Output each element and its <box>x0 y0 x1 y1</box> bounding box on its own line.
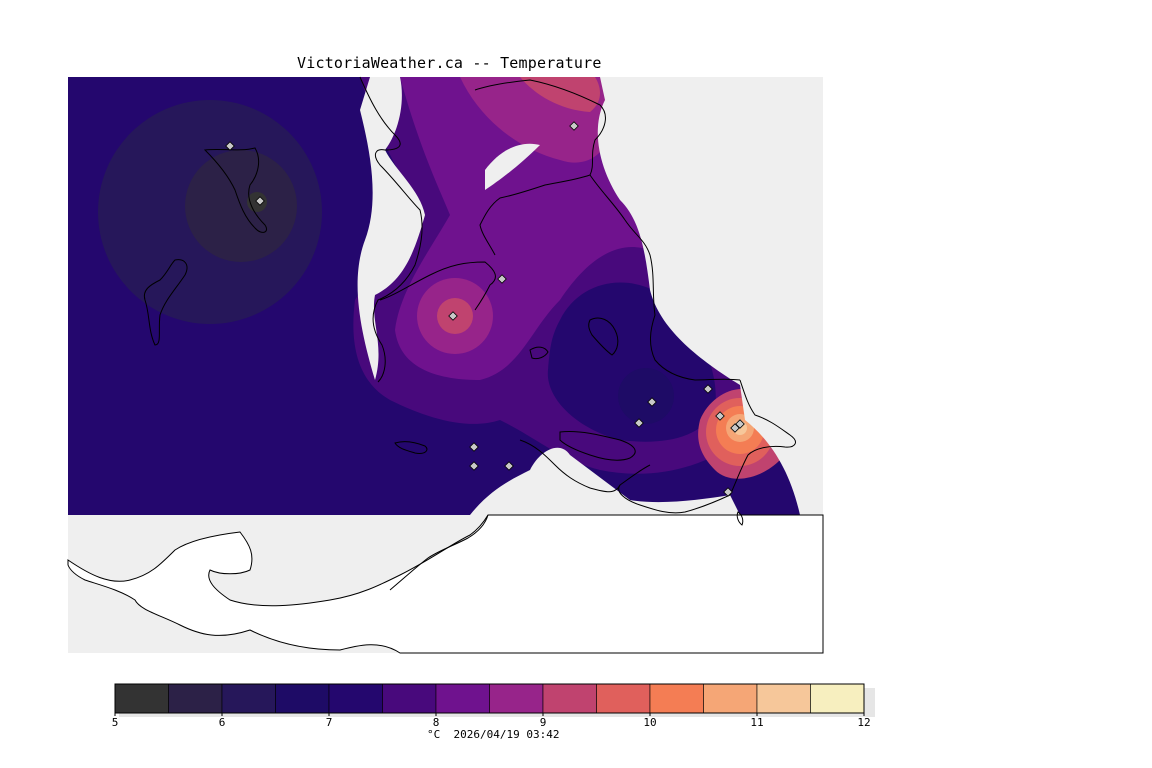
legend-tick-label: 8 <box>433 716 440 729</box>
station-marker <box>469 461 479 471</box>
station-marker <box>569 121 579 131</box>
water-masks <box>357 77 823 515</box>
legend-bin <box>221 683 276 714</box>
coastlines <box>143 76 796 591</box>
legend-bin <box>114 683 169 714</box>
legend-bin <box>703 683 758 714</box>
station-marker <box>723 487 733 497</box>
warm-cap-north <box>520 77 600 112</box>
station-marker <box>255 196 265 206</box>
legend-bin <box>275 683 330 714</box>
north-bay <box>597 77 823 515</box>
station-marker <box>715 411 725 421</box>
south-coast <box>67 514 824 654</box>
station-marker <box>225 141 235 151</box>
inner-island <box>588 317 619 356</box>
station-marker <box>735 419 745 429</box>
legend-bin <box>596 683 651 714</box>
legend-bins <box>114 683 865 714</box>
legend-bin <box>168 683 223 714</box>
legend-bin <box>435 683 490 714</box>
legend-ticks: 5 6 7 8 9 10 11 12 <box>112 713 871 729</box>
legend-bin <box>542 683 597 714</box>
south-strait <box>470 447 740 515</box>
peninsula-coast <box>379 261 496 311</box>
legend-border <box>114 683 865 714</box>
legend-tick-label: 6 <box>219 716 226 729</box>
station-marker <box>634 418 644 428</box>
legend-footer: °C 2026/04/19 03:42 <box>427 728 559 741</box>
south-inlet <box>559 431 636 461</box>
station-markers <box>225 121 745 497</box>
tiny-island-south <box>736 511 744 526</box>
timestamp: 2026/04/19 03:42 <box>453 728 560 741</box>
legend-bin <box>810 683 865 714</box>
station-marker <box>504 461 514 471</box>
south-landmass <box>67 514 824 654</box>
legend-tick-label: 7 <box>326 716 333 729</box>
strait-island <box>394 441 428 454</box>
legend-bin <box>328 683 383 714</box>
saanich-inlet <box>357 77 425 380</box>
legend-tick-label: 10 <box>643 716 656 729</box>
legend-bin <box>489 683 544 714</box>
legend-tick-label: 5 <box>112 716 119 729</box>
island-southwest <box>143 259 188 346</box>
southeast-coast <box>618 379 796 514</box>
unit-label: °C <box>427 728 441 741</box>
small-island-east <box>529 346 549 360</box>
north-peninsula <box>474 79 606 256</box>
east-cold-center <box>618 368 674 424</box>
central-water <box>485 143 540 190</box>
station-marker <box>469 442 479 452</box>
east-coast <box>589 174 741 381</box>
legend-bin <box>649 683 704 714</box>
south-peninsula <box>519 439 651 493</box>
station-marker <box>448 311 458 321</box>
legend-tick-label: 12 <box>857 716 870 729</box>
station-marker <box>497 274 507 284</box>
map-title: VictoriaWeather.ca -- Temperature <box>297 54 602 72</box>
legend-tick-label: 9 <box>540 716 547 729</box>
southwest-coast-line <box>389 514 489 591</box>
legend-bin <box>756 683 811 714</box>
legend-tick-label: 11 <box>750 716 763 729</box>
saanich-coast <box>359 76 423 383</box>
station-marker <box>647 397 657 407</box>
station-marker <box>703 384 713 394</box>
legend-bin <box>382 683 437 714</box>
island-west <box>203 147 268 233</box>
